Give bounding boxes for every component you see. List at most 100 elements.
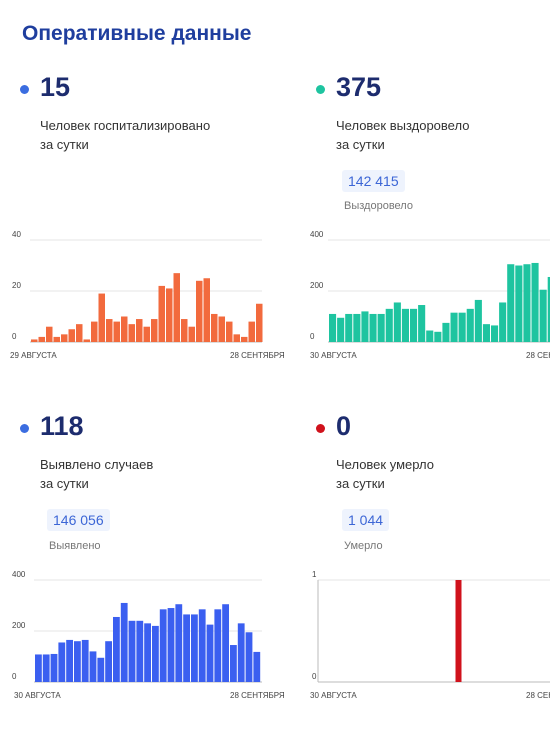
bullet-deaths [316, 424, 325, 433]
bar [337, 317, 345, 342]
y-tick-label: 0 [310, 332, 315, 341]
deaths-label-line1: Человек умерло [336, 457, 434, 472]
bar [159, 609, 167, 682]
x-start-label: 30 АВГУСТА [14, 691, 61, 700]
bar [53, 336, 60, 342]
recovered-value: 375 [336, 72, 382, 102]
x-end-label: 28 СЕНТЯБРЯ [230, 691, 285, 700]
bar [98, 293, 105, 342]
detected-total-badge: 146 056 [47, 509, 110, 531]
bar [136, 319, 143, 342]
recovered-total-badge: 142 415 [342, 170, 405, 192]
bar [369, 313, 377, 342]
deaths-label: Человек умерло за сутки [336, 455, 536, 493]
bar [466, 308, 474, 342]
x-start-label: 30 АВГУСТА [310, 691, 357, 700]
bar [206, 624, 214, 682]
bar [121, 316, 128, 342]
bar [353, 313, 361, 342]
bar [128, 324, 135, 342]
bar [226, 321, 233, 342]
bar [188, 326, 195, 342]
x-start-label: 29 АВГУСТА [10, 351, 57, 360]
bar [491, 325, 499, 342]
bar [377, 313, 385, 342]
y-tick-label: 400 [12, 570, 26, 579]
bar [214, 609, 222, 682]
y-tick-label: 400 [310, 230, 324, 239]
bar [50, 653, 58, 682]
bar [83, 339, 90, 342]
bar [74, 641, 81, 682]
bar [158, 285, 165, 342]
bar [329, 313, 337, 342]
recovered-label: Человек выздоровело за сутки [336, 116, 536, 154]
detected-label: Выявлено случаев за сутки [40, 455, 240, 493]
deaths-chart: 0 1 30 АВГУСТА 28 СЕНТЯБРЯ [310, 570, 550, 700]
recovered-label-line1: Человек выздоровело [336, 118, 470, 133]
deaths-total-badge: 1 044 [342, 509, 390, 531]
bar [233, 334, 240, 342]
bar [361, 311, 369, 342]
x-end-label: 28 СЕНТЯБРЯ [230, 351, 285, 360]
bar [539, 289, 547, 342]
bar [136, 620, 144, 682]
y-tick-label: 0 [312, 672, 317, 681]
detected-label-line2: за сутки [40, 476, 89, 491]
bar [151, 319, 158, 342]
bar [58, 642, 66, 682]
bar [474, 299, 482, 342]
bar [450, 312, 458, 342]
bar [523, 264, 531, 342]
recovered-total-label: Выздоровело [344, 200, 413, 212]
recovered-chart: 0 200 400 30 АВГУСТА 28 СЕНТЯБРЯ [310, 230, 550, 360]
bar [410, 308, 418, 342]
hospitalized-label-line1: Человек госпитализировано [40, 118, 211, 133]
bar [499, 302, 507, 342]
bar [152, 625, 159, 682]
bar [175, 604, 183, 682]
bar [401, 308, 409, 342]
y-tick-label: 0 [12, 672, 17, 681]
page-title: Оперативные данные [22, 22, 252, 45]
bar [105, 641, 112, 682]
y-tick-label: 200 [12, 621, 26, 630]
bar [458, 312, 466, 342]
recovered-label-line2: за сутки [336, 137, 385, 152]
bar [222, 604, 229, 682]
detected-chart: 0 200 400 30 АВГУСТА 28 СЕНТЯБРЯ [12, 570, 285, 700]
bar [97, 657, 105, 682]
hospitalized-value: 15 [40, 72, 71, 102]
bar [181, 319, 188, 342]
bar [106, 319, 113, 342]
bar [515, 265, 523, 342]
bar [507, 264, 515, 342]
bar [442, 322, 450, 342]
bar [46, 326, 53, 342]
bar [183, 614, 190, 682]
bar [81, 639, 89, 682]
bar [113, 321, 120, 342]
bar [418, 305, 426, 342]
bullet-detected [20, 424, 29, 433]
bar [203, 278, 210, 342]
bar [61, 334, 68, 342]
bar [426, 330, 434, 342]
bar [248, 321, 255, 342]
deaths-label-line2: за сутки [336, 476, 385, 491]
bar [35, 654, 42, 682]
bar [167, 608, 175, 682]
bar [241, 336, 248, 342]
bar [113, 616, 120, 682]
detected-label-line1: Выявлено случаев [40, 457, 154, 472]
bar [66, 639, 73, 682]
x-end-label: 28 СЕНТЯБРЯ [526, 691, 550, 700]
detected-total-label: Выявлено [49, 540, 101, 552]
bar [120, 602, 128, 682]
bar [128, 620, 136, 682]
bar [211, 313, 218, 342]
bar [434, 331, 442, 342]
bar [89, 651, 97, 682]
bar [455, 580, 462, 682]
bar [91, 321, 98, 342]
